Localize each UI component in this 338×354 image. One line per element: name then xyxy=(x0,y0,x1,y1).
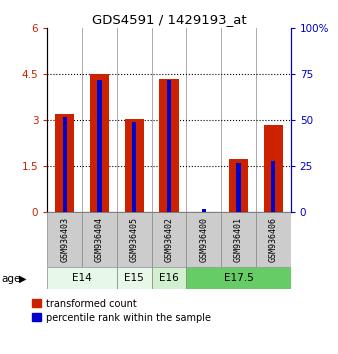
Bar xyxy=(132,122,136,212)
Bar xyxy=(152,267,186,289)
Bar xyxy=(186,212,221,267)
Bar xyxy=(186,267,291,289)
Text: E15: E15 xyxy=(124,273,144,283)
Bar xyxy=(47,212,82,267)
Bar xyxy=(97,80,101,212)
Bar xyxy=(229,159,248,212)
Bar xyxy=(82,212,117,267)
Bar xyxy=(125,119,144,212)
Bar xyxy=(202,209,206,212)
Text: ▶: ▶ xyxy=(19,274,27,284)
Bar xyxy=(55,114,74,212)
Bar xyxy=(90,74,109,212)
Text: GSM936402: GSM936402 xyxy=(165,217,173,262)
Bar xyxy=(63,117,67,212)
Bar xyxy=(117,212,152,267)
Text: age: age xyxy=(2,274,21,284)
Bar xyxy=(264,125,283,212)
Text: E17.5: E17.5 xyxy=(224,273,254,283)
Text: GSM936400: GSM936400 xyxy=(199,217,208,262)
Bar xyxy=(152,212,186,267)
Title: GDS4591 / 1429193_at: GDS4591 / 1429193_at xyxy=(92,13,246,26)
Bar xyxy=(167,80,171,212)
Text: E14: E14 xyxy=(72,273,92,283)
Bar xyxy=(256,212,291,267)
Bar xyxy=(117,267,152,289)
Text: GSM936404: GSM936404 xyxy=(95,217,104,262)
Bar xyxy=(160,79,178,212)
Text: GSM936405: GSM936405 xyxy=(130,217,139,262)
Legend: transformed count, percentile rank within the sample: transformed count, percentile rank withi… xyxy=(32,299,211,322)
Bar xyxy=(47,267,117,289)
Bar xyxy=(221,212,256,267)
Bar xyxy=(237,163,241,212)
Text: E16: E16 xyxy=(159,273,179,283)
Text: GSM936403: GSM936403 xyxy=(60,217,69,262)
Text: GSM936401: GSM936401 xyxy=(234,217,243,262)
Text: GSM936406: GSM936406 xyxy=(269,217,278,262)
Bar xyxy=(271,161,275,212)
